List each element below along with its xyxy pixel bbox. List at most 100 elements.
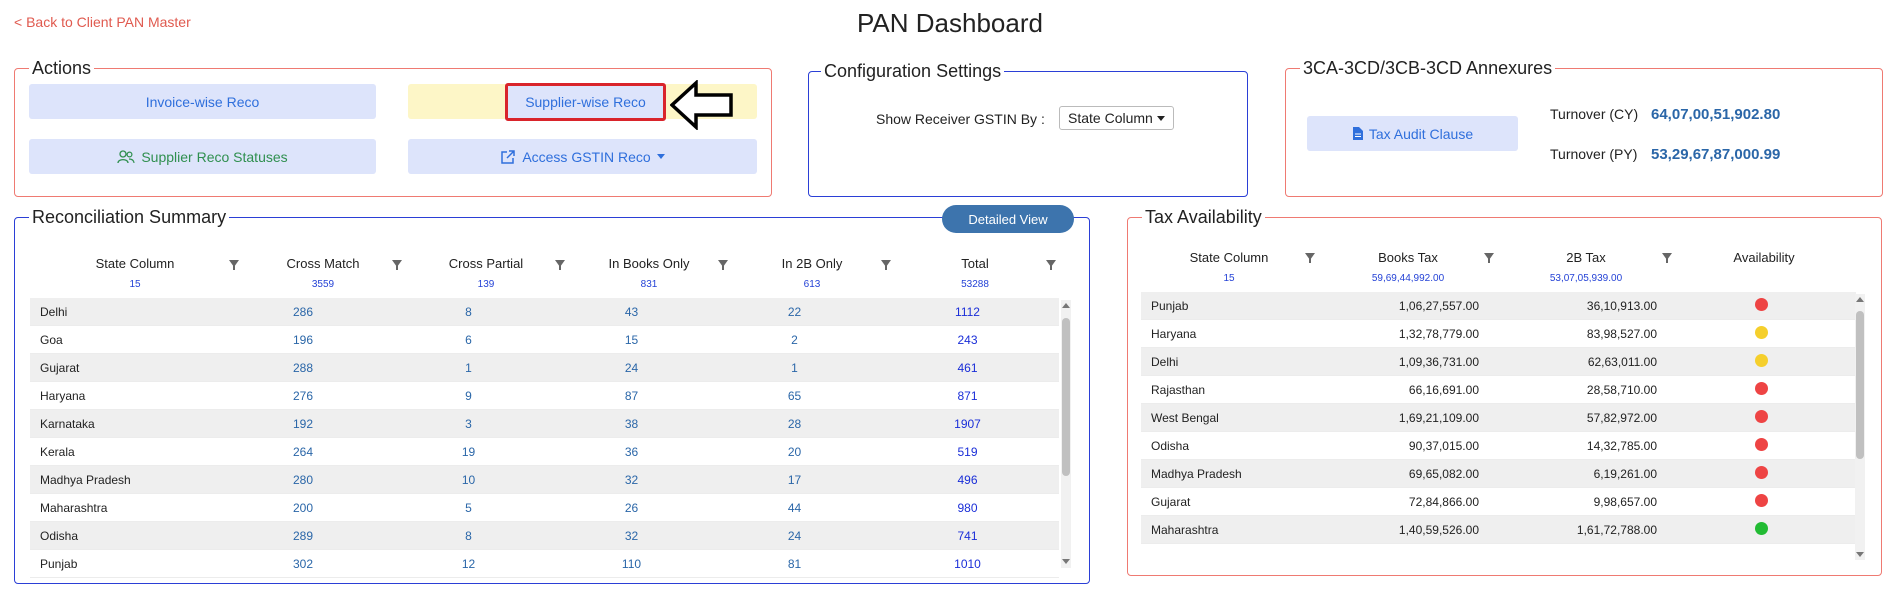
filter-icon[interactable] <box>1046 260 1056 270</box>
availability-cell <box>1667 459 1856 488</box>
tax-table-scrollbar[interactable] <box>1855 294 1865 560</box>
table-row[interactable]: Maharashtra 1,40,59,526.00 1,61,72,788.00 <box>1141 515 1856 544</box>
table-row[interactable]: Haryana 1,32,78,779.00 83,98,527.00 <box>1141 319 1856 348</box>
cross-partial-cell: 3 <box>387 409 550 438</box>
table-row[interactable]: Delhi 286 8 43 22 1112 <box>30 298 1059 326</box>
filter-icon[interactable] <box>1484 253 1494 263</box>
state-cell: Delhi <box>1141 347 1311 376</box>
cross-partial-cell: 5 <box>387 493 550 522</box>
access-gstin-reco-label: Access GSTIN Reco <box>522 148 651 165</box>
access-gstin-reco-dropdown[interactable]: Access GSTIN Reco <box>408 139 757 174</box>
table-row[interactable]: Maharashtra 200 5 26 44 980 <box>30 493 1059 522</box>
total-cell: 741 <box>876 521 1059 550</box>
availability-status-icon <box>1755 381 1768 395</box>
state-cell: Gujarat <box>1141 487 1311 516</box>
scroll-up-icon[interactable] <box>1062 303 1070 308</box>
col-count-state: 15 <box>129 279 141 290</box>
table-row[interactable]: Madhya Pradesh 280 10 32 17 496 <box>30 465 1059 494</box>
state-cell: Kerala <box>30 437 219 466</box>
total-cell: 519 <box>876 437 1059 466</box>
filter-icon[interactable] <box>1662 253 1672 263</box>
table-row[interactable]: Haryana 276 9 87 65 871 <box>30 381 1059 410</box>
books-tax-cell: 1,69,21,109.00 <box>1311 403 1489 432</box>
table-row[interactable]: Delhi 1,09,36,731.00 62,63,011.00 <box>1141 347 1856 376</box>
filter-icon[interactable] <box>881 260 891 270</box>
table-row[interactable]: West Bengal 1,69,21,109.00 57,82,972.00 <box>1141 403 1856 432</box>
col-header-in-books-only: In Books Only <box>608 256 690 271</box>
availability-status-icon <box>1755 493 1768 507</box>
invoice-wise-reco-button[interactable]: Invoice-wise Reco <box>29 84 376 119</box>
filter-icon[interactable] <box>718 260 728 270</box>
in-2b-only-cell: 1 <box>713 353 876 382</box>
2b-tax-cell: 9,98,657.00 <box>1489 487 1667 516</box>
invoice-wise-reco-label: Invoice-wise Reco <box>145 93 260 110</box>
2b-tax-cell: 36,10,913.00 <box>1489 292 1667 320</box>
scroll-thumb[interactable] <box>1856 311 1864 459</box>
configuration-settings-panel: Configuration Settings <box>808 61 1248 197</box>
supplier-reco-statuses-button[interactable]: Supplier Reco Statuses <box>29 139 376 174</box>
table-row[interactable]: Karnataka 192 3 38 28 1907 <box>30 409 1059 438</box>
cross-match-cell: 280 <box>219 465 387 494</box>
books-tax-cell: 1,06,27,557.00 <box>1311 292 1489 320</box>
scroll-up-icon[interactable] <box>1856 297 1864 302</box>
supplier-reco-statuses-label: Supplier Reco Statuses <box>141 148 288 165</box>
books-tax-cell: 1,32,78,779.00 <box>1311 319 1489 348</box>
availability-cell <box>1667 431 1856 460</box>
supplier-wise-reco-button[interactable]: Supplier-wise Reco <box>505 83 666 121</box>
filter-icon[interactable] <box>229 260 239 270</box>
cross-match-cell: 276 <box>219 381 387 410</box>
table-row[interactable]: Madhya Pradesh 69,65,082.00 6,19,261.00 <box>1141 459 1856 488</box>
cross-partial-cell: 19 <box>387 437 550 466</box>
turnover-cy-label: Turnover (CY) <box>1550 106 1639 122</box>
annexures-panel: 3CA-3CD/3CB-3CD Annexures <box>1285 58 1883 197</box>
annexures-legend: 3CA-3CD/3CB-3CD Annexures <box>1303 58 1553 78</box>
table-row[interactable]: Kerala 264 19 36 20 519 <box>30 437 1059 466</box>
document-icon <box>1352 127 1363 140</box>
col-header-availability: Availability <box>1733 250 1795 265</box>
table-row[interactable]: Goa 196 6 15 2 243 <box>30 325 1059 354</box>
cross-partial-cell: 8 <box>387 298 550 326</box>
table-row[interactable]: Gujarat 72,84,866.00 9,98,657.00 <box>1141 487 1856 516</box>
state-cell: Punjab <box>30 549 219 578</box>
table-row[interactable]: Odisha 289 8 32 24 741 <box>30 521 1059 550</box>
recon-table-scrollbar[interactable] <box>1061 300 1071 568</box>
table-row[interactable]: Rajasthan 66,16,691.00 28,58,710.00 <box>1141 375 1856 404</box>
col-header-books-tax: Books Tax <box>1378 250 1438 265</box>
table-row[interactable]: Punjab 1,06,27,557.00 36,10,913.00 <box>1141 292 1856 320</box>
scroll-down-icon[interactable] <box>1062 559 1070 564</box>
in-2b-only-cell: 20 <box>713 437 876 466</box>
availability-cell <box>1667 292 1856 320</box>
state-cell: Gujarat <box>30 353 219 382</box>
back-to-client-pan-master-link[interactable]: < Back to Client PAN Master <box>14 14 191 30</box>
availability-cell <box>1667 375 1856 404</box>
total-cell: 980 <box>876 493 1059 522</box>
cross-partial-cell: 12 <box>387 549 550 578</box>
in-books-only-cell: 36 <box>550 437 713 466</box>
receiver-gstin-dropdown[interactable]: State Column <box>1059 106 1174 130</box>
table-row[interactable]: Odisha 90,37,015.00 14,32,785.00 <box>1141 431 1856 460</box>
tax-audit-clause-button[interactable]: Tax Audit Clause <box>1307 116 1518 151</box>
cross-match-cell: 302 <box>219 549 387 578</box>
detailed-view-button[interactable]: Detailed View <box>942 205 1074 233</box>
availability-status-icon <box>1755 465 1768 479</box>
availability-cell <box>1667 515 1856 544</box>
scroll-down-icon[interactable] <box>1856 552 1864 557</box>
in-2b-only-cell: 28 <box>713 409 876 438</box>
availability-status-icon <box>1755 353 1768 367</box>
turnover-py-label: Turnover (PY) <box>1550 146 1638 162</box>
col-count-cross-match: 3559 <box>311 279 335 290</box>
filter-icon[interactable] <box>1305 253 1315 263</box>
table-row[interactable]: Punjab 302 12 110 81 1010 <box>30 549 1059 578</box>
total-cell: 1907 <box>876 409 1059 438</box>
in-2b-only-cell: 2 <box>713 325 876 354</box>
col-header-cross-match: Cross Match <box>286 256 360 271</box>
reconciliation-summary-panel: Reconciliation Summary <box>14 207 1090 584</box>
availability-status-icon <box>1755 521 1768 535</box>
cross-match-cell: 288 <box>219 353 387 382</box>
total-cell: 461 <box>876 353 1059 382</box>
col-header-state: State Column <box>95 256 175 271</box>
scroll-thumb[interactable] <box>1062 318 1070 476</box>
table-row[interactable]: Gujarat 288 1 24 1 461 <box>30 353 1059 382</box>
filter-icon[interactable] <box>392 260 402 270</box>
filter-icon[interactable] <box>555 260 565 270</box>
